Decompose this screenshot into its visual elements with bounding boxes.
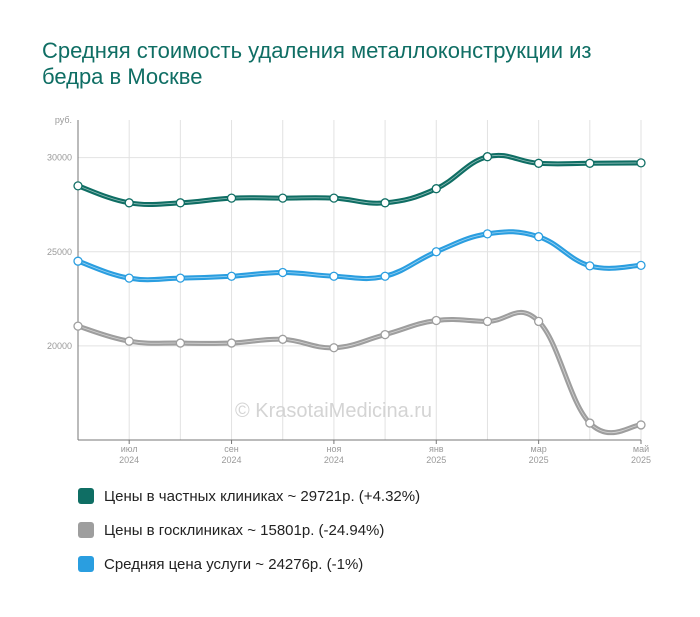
data-point-public [431,315,441,326]
data-point-public [124,336,134,346]
data-point-private [585,158,595,168]
data-point-average [533,232,544,242]
y-unit-label: руб. [55,115,72,125]
data-point-average [636,260,646,271]
legend-label-private: Цены в частных клиниках ~ 29721р. (+4.32… [104,487,421,505]
data-point-private [431,184,441,194]
data-point-public [278,334,288,344]
x-tick-label-month: июл [121,444,138,454]
data-point-public [380,329,390,340]
legend-item-average[interactable]: Средняя цена услуги ~ 24276р. (-1%) [78,554,420,574]
y-tick-label: 30000 [47,153,72,163]
data-point-private [636,158,646,168]
series-group [73,152,646,436]
data-point-public [585,418,595,428]
legend-label-average: Средняя цена услуги ~ 24276р. (-1%) [104,555,364,573]
data-point-average [226,271,237,281]
data-point-private [226,193,237,203]
series-private-line-highlight [77,155,642,205]
data-point-average [585,261,595,271]
data-point-average [175,273,186,283]
legend-swatch-private [78,488,94,504]
legend: Цены в частных клиниках ~ 29721р. (+4.32… [78,486,420,588]
x-tick-label-year: 2024 [119,455,139,465]
data-point-public [482,316,493,327]
data-point-private [73,181,83,191]
series-private-line [75,152,644,208]
data-point-public [226,338,237,348]
data-point-average [431,247,441,257]
watermark: © KrasotaiMedicina.ru [235,400,432,422]
data-point-average [482,229,493,239]
x-tick-label-month: мар [531,444,547,454]
x-tick-label-month: янв [429,444,444,454]
data-point-average [124,273,134,283]
x-tick-label-year: 2024 [324,455,344,465]
data-point-private [482,152,493,162]
line-chart: © KrasotaiMedicina.ru руб.20000250003000… [47,115,651,465]
legend-item-public[interactable]: Цены в госклиниках ~ 15801р. (-24.94%) [78,520,420,540]
y-tick-label: 25000 [47,247,72,257]
data-point-public [329,343,339,353]
data-point-public [73,321,83,331]
x-tick-label-year: 2024 [222,455,242,465]
x-tick-label-year: 2025 [631,455,651,465]
data-point-average [380,271,390,281]
x-tick-label-year: 2025 [529,455,549,465]
series-average-line [75,229,644,283]
legend-item-private[interactable]: Цены в частных клиниках ~ 29721р. (+4.32… [78,486,420,506]
x-tick-label-month: май [633,444,649,454]
data-point-average [329,271,339,281]
series-average-line-highlight [77,231,642,281]
x-tick-label-year: 2025 [426,455,446,465]
data-point-private [380,198,390,208]
axis-labels: руб.200002500030000июл2024сен2024ноя2024… [47,115,651,465]
x-tick-label-month: ноя [326,444,341,454]
data-point-private [124,198,134,208]
legend-swatch-public [78,522,94,538]
axes [77,120,642,444]
data-point-public [533,316,544,327]
legend-label-public: Цены в госклиниках ~ 15801р. (-24.94%) [104,521,385,539]
data-point-public [175,338,186,348]
data-point-private [533,158,544,168]
y-tick-label: 20000 [47,341,72,351]
chart-title: Средняя стоимость удаления металлоконстр… [42,38,592,89]
x-tick-label-month: сен [224,444,239,454]
data-point-private [175,198,186,208]
data-point-private [278,193,288,203]
data-point-private [329,193,339,203]
data-point-public [636,420,646,430]
data-point-average [278,267,288,278]
data-point-average [73,256,83,266]
legend-swatch-average [78,556,94,572]
